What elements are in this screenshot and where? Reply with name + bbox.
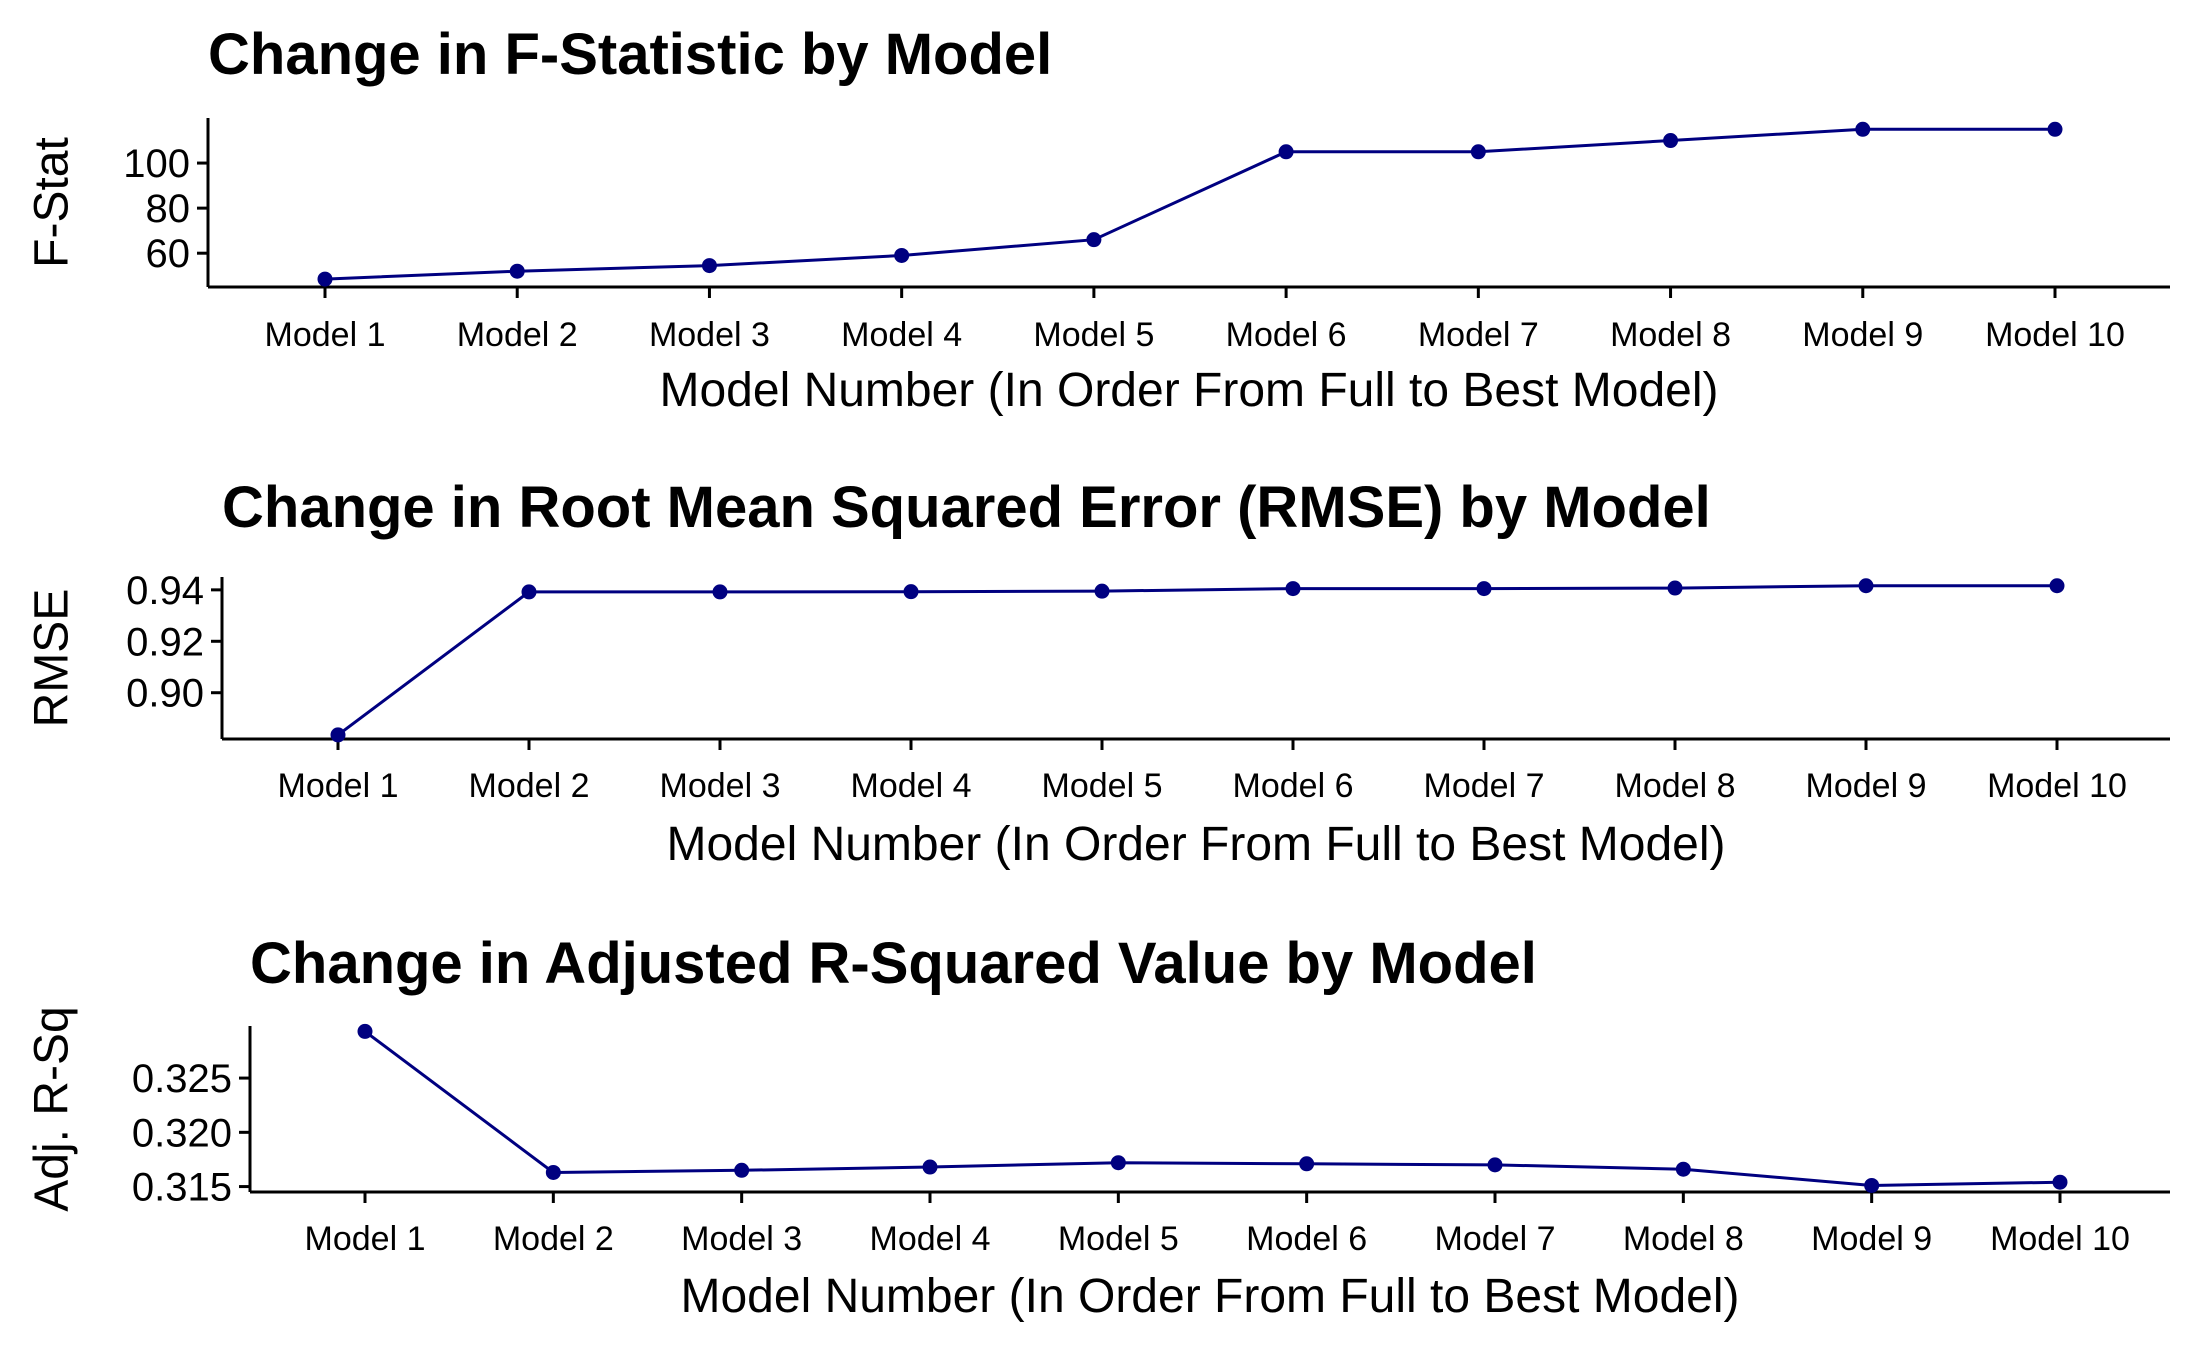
x-tick-label: Model 2 [457, 316, 578, 354]
x-tick-label: Model 7 [1418, 316, 1539, 354]
data-point [903, 584, 919, 600]
data-point [1487, 1157, 1503, 1173]
data-point [701, 258, 717, 274]
y-tick-label: 0.92 [126, 620, 204, 664]
data-point [509, 263, 525, 279]
chart-title: Change in Root Mean Squared Error (RMSE)… [222, 475, 1711, 540]
data-point [1299, 1156, 1315, 1172]
series-line [324, 127, 2055, 281]
x-tick-label: Model 1 [278, 767, 399, 805]
y-tick-label: 100 [123, 142, 190, 186]
x-tick-label: Model 1 [265, 316, 386, 354]
data-point [317, 271, 333, 287]
data-point [1285, 581, 1301, 597]
x-axis-title: Model Number (In Order From Full to Best… [681, 1270, 1740, 1323]
data-point [1675, 1161, 1691, 1177]
y-tick-label: 0.94 [126, 569, 204, 613]
x-tick-label: Model 10 [1987, 767, 2127, 805]
x-axis-title: Model Number (In Order From Full to Best… [667, 818, 1726, 871]
data-point [1470, 144, 1486, 160]
y-tick-label: 0.315 [132, 1166, 232, 1210]
x-tick-label: Model 3 [660, 767, 781, 805]
data-point [1278, 144, 1294, 160]
series-line [337, 584, 2057, 737]
chart-title: Change in F-Statistic by Model [208, 22, 1052, 87]
x-tick-label: Model 1 [305, 1220, 426, 1258]
y-axis-title: RMSE [26, 589, 79, 728]
y-tick-label: 80 [146, 187, 191, 231]
y-tick-label: 0.320 [132, 1111, 232, 1155]
x-tick-label: Model 2 [493, 1220, 614, 1258]
data-point [1086, 232, 1102, 248]
x-tick-label: Model 3 [649, 316, 770, 354]
data-point [2049, 578, 2065, 594]
data-point [1476, 581, 1492, 597]
data-point [894, 247, 910, 263]
data-point [1663, 133, 1679, 149]
data-point [1864, 1177, 1880, 1193]
y-axis-title: Adj. R-Sq [26, 1006, 79, 1211]
x-tick-label: Model 10 [1985, 316, 2125, 354]
data-point [1667, 580, 1683, 596]
x-tick-label: Model 8 [1623, 1220, 1744, 1258]
data-point [712, 584, 728, 600]
x-tick-label: Model 8 [1610, 316, 1731, 354]
data-point [1855, 121, 1871, 137]
x-tick-label: Model 3 [681, 1220, 802, 1258]
x-tick-label: Model 9 [1811, 1220, 1932, 1258]
x-tick-label: Model 8 [1615, 767, 1736, 805]
chart-panel-3: Change in Adjusted R-Squared Value by Mo… [26, 931, 2170, 1323]
x-tick-label: Model 4 [870, 1220, 991, 1258]
x-tick-label: Model 4 [851, 767, 972, 805]
x-tick-label: Model 10 [1990, 1220, 2130, 1258]
y-axis-title: F-Stat [26, 137, 79, 268]
data-point [357, 1023, 373, 1039]
x-tick-label: Model 4 [841, 316, 962, 354]
data-point [521, 584, 537, 600]
data-point [2052, 1174, 2068, 1190]
data-point [734, 1162, 750, 1178]
x-tick-label: Model 5 [1033, 316, 1154, 354]
x-tick-label: Model 6 [1226, 316, 1347, 354]
chart-panel-2: Change in Root Mean Squared Error (RMSE)… [26, 475, 2170, 871]
data-point [1858, 578, 1874, 594]
x-tick-label: Model 5 [1042, 767, 1163, 805]
y-tick-label: 0.90 [126, 672, 204, 716]
x-tick-label: Model 7 [1424, 767, 1545, 805]
x-tick-label: Model 7 [1435, 1220, 1556, 1258]
data-point [330, 727, 346, 743]
data-point [1094, 583, 1110, 599]
series-line [364, 1030, 2061, 1188]
x-tick-label: Model 5 [1058, 1220, 1179, 1258]
y-tick-label: 60 [146, 232, 191, 276]
x-tick-label: Model 2 [469, 767, 590, 805]
x-tick-label: Model 6 [1233, 767, 1354, 805]
x-axis-title: Model Number (In Order From Full to Best… [660, 364, 1719, 417]
data-point [922, 1159, 938, 1175]
x-tick-label: Model 9 [1802, 316, 1923, 354]
x-tick-label: Model 6 [1246, 1220, 1367, 1258]
x-tick-label: Model 9 [1806, 767, 1927, 805]
data-point [2047, 121, 2063, 137]
chart-title: Change in Adjusted R-Squared Value by Mo… [250, 931, 1537, 996]
data-point [1110, 1155, 1126, 1171]
y-tick-label: 0.325 [132, 1057, 232, 1101]
data-point [545, 1164, 561, 1180]
